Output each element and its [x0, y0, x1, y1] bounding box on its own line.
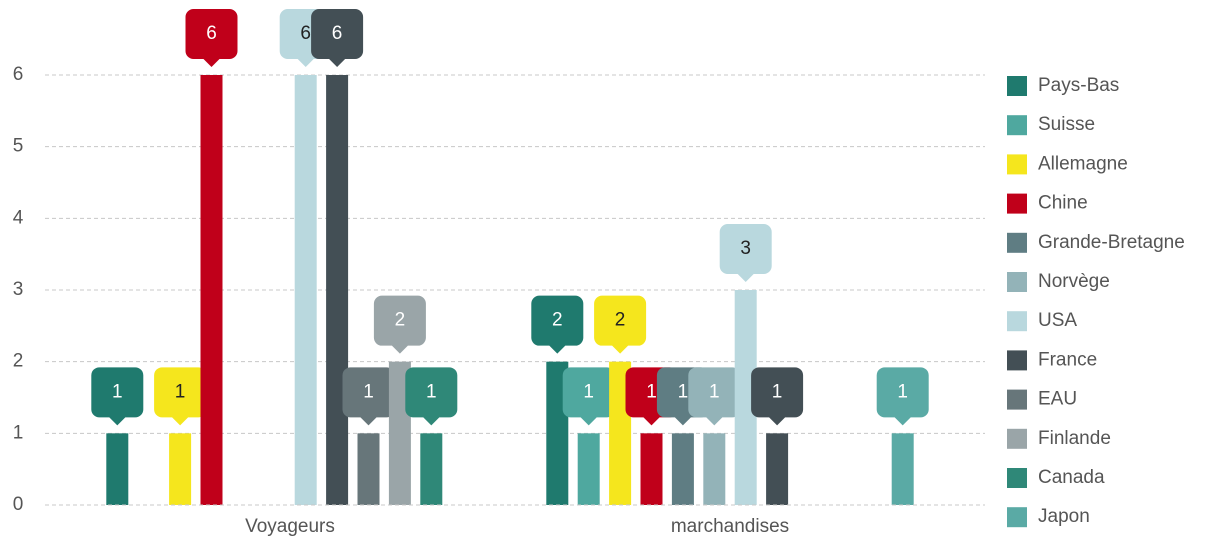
- bar: [577, 433, 600, 505]
- data-label-text: 6: [206, 23, 217, 44]
- data-label: 1: [751, 367, 804, 426]
- bar: [106, 433, 129, 505]
- legend-swatch: [1007, 311, 1027, 332]
- data-label: 3: [719, 224, 772, 282]
- legend-label: Norvège: [1038, 271, 1110, 292]
- bar: [640, 433, 663, 505]
- label-bubble: [185, 9, 238, 67]
- data-label: 1: [91, 367, 144, 426]
- data-label: 2: [373, 295, 426, 354]
- data-label-text: 6: [300, 23, 311, 44]
- bar: [326, 75, 349, 505]
- legend-label: EAU: [1038, 389, 1077, 410]
- label-bubble: [154, 367, 207, 426]
- legend-label: Pays-Bas: [1038, 75, 1119, 96]
- legend-label: France: [1038, 349, 1097, 370]
- data-label-text: 1: [363, 381, 374, 402]
- legend-swatch: [1007, 468, 1027, 488]
- legend-swatch: [1007, 507, 1027, 528]
- data-label: 6: [185, 9, 238, 67]
- data-label-text: 1: [426, 381, 437, 402]
- label-bubble: [405, 367, 458, 426]
- legend-swatch: [1007, 272, 1027, 292]
- bar: [357, 433, 380, 505]
- bar: [891, 433, 914, 505]
- legend-label: Suisse: [1038, 114, 1095, 135]
- data-label: 1: [876, 367, 929, 426]
- label-bubble: [531, 295, 584, 354]
- label-bubble: [342, 367, 395, 426]
- legend-label: Grande-Bretagne: [1038, 232, 1185, 253]
- bar: [200, 75, 223, 505]
- label-bubble: [91, 367, 144, 426]
- legend-swatch: [1007, 389, 1027, 410]
- data-label: 1: [562, 367, 615, 426]
- label-bubble: [562, 367, 615, 426]
- data-label: 1: [154, 367, 207, 426]
- legend-label: Canada: [1038, 467, 1105, 488]
- label-bubble: [594, 295, 647, 354]
- legend-label: Finlande: [1038, 428, 1111, 449]
- legend-label: Japon: [1038, 506, 1090, 527]
- data-label-text: 6: [332, 23, 343, 44]
- legend-swatch: [1007, 232, 1027, 253]
- data-label-text: 1: [897, 381, 908, 402]
- data-label-text: 3: [740, 238, 751, 259]
- bar: [169, 433, 192, 505]
- data-label-text: 1: [772, 381, 783, 402]
- y-tick-label: 3: [13, 279, 24, 300]
- legend-label: Allemagne: [1038, 153, 1128, 174]
- y-tick-label: 5: [13, 136, 24, 157]
- data-label-text: 1: [709, 381, 720, 402]
- bar: [734, 290, 757, 505]
- label-bubble: [751, 367, 804, 426]
- legend-swatch: [1007, 154, 1027, 175]
- label-bubble: [311, 9, 364, 67]
- legend-swatch: [1007, 76, 1027, 96]
- data-label: 6: [311, 9, 364, 67]
- legend-swatch: [1007, 193, 1027, 214]
- legend-label: USA: [1038, 310, 1077, 331]
- y-tick-label: 6: [13, 64, 24, 85]
- data-label-text: 1: [646, 381, 657, 402]
- data-label-text: 1: [175, 381, 186, 402]
- label-bubble: [688, 367, 741, 426]
- data-label-text: 1: [583, 381, 594, 402]
- data-label-text: 2: [395, 310, 406, 331]
- y-tick-label: 1: [13, 422, 24, 443]
- data-label-text: 1: [678, 381, 689, 402]
- label-bubble: [876, 367, 929, 426]
- legend-label: Chine: [1038, 193, 1088, 214]
- legend-swatch: [1007, 350, 1027, 371]
- data-label: 1: [342, 367, 395, 426]
- data-label: 1: [688, 367, 741, 426]
- data-label-text: 2: [552, 310, 563, 331]
- data-label: 2: [531, 295, 584, 354]
- data-label: 1: [405, 367, 458, 426]
- legend-swatch: [1007, 428, 1027, 449]
- bar: [294, 75, 317, 505]
- y-tick-label: 4: [13, 207, 24, 228]
- bar: [703, 433, 726, 505]
- y-tick-label: 2: [13, 351, 24, 372]
- x-tick-label: marchandises: [671, 516, 789, 537]
- data-label-text: 1: [112, 381, 123, 402]
- data-label-text: 2: [615, 310, 626, 331]
- x-tick-label: Voyageurs: [245, 516, 335, 537]
- legend-swatch: [1007, 115, 1027, 136]
- label-bubble: [719, 224, 772, 282]
- y-tick-label: 0: [13, 494, 24, 515]
- label-bubble: [373, 295, 426, 354]
- bar: [766, 433, 789, 505]
- bar: [420, 433, 443, 505]
- data-label: 2: [594, 295, 647, 354]
- bar: [671, 433, 694, 505]
